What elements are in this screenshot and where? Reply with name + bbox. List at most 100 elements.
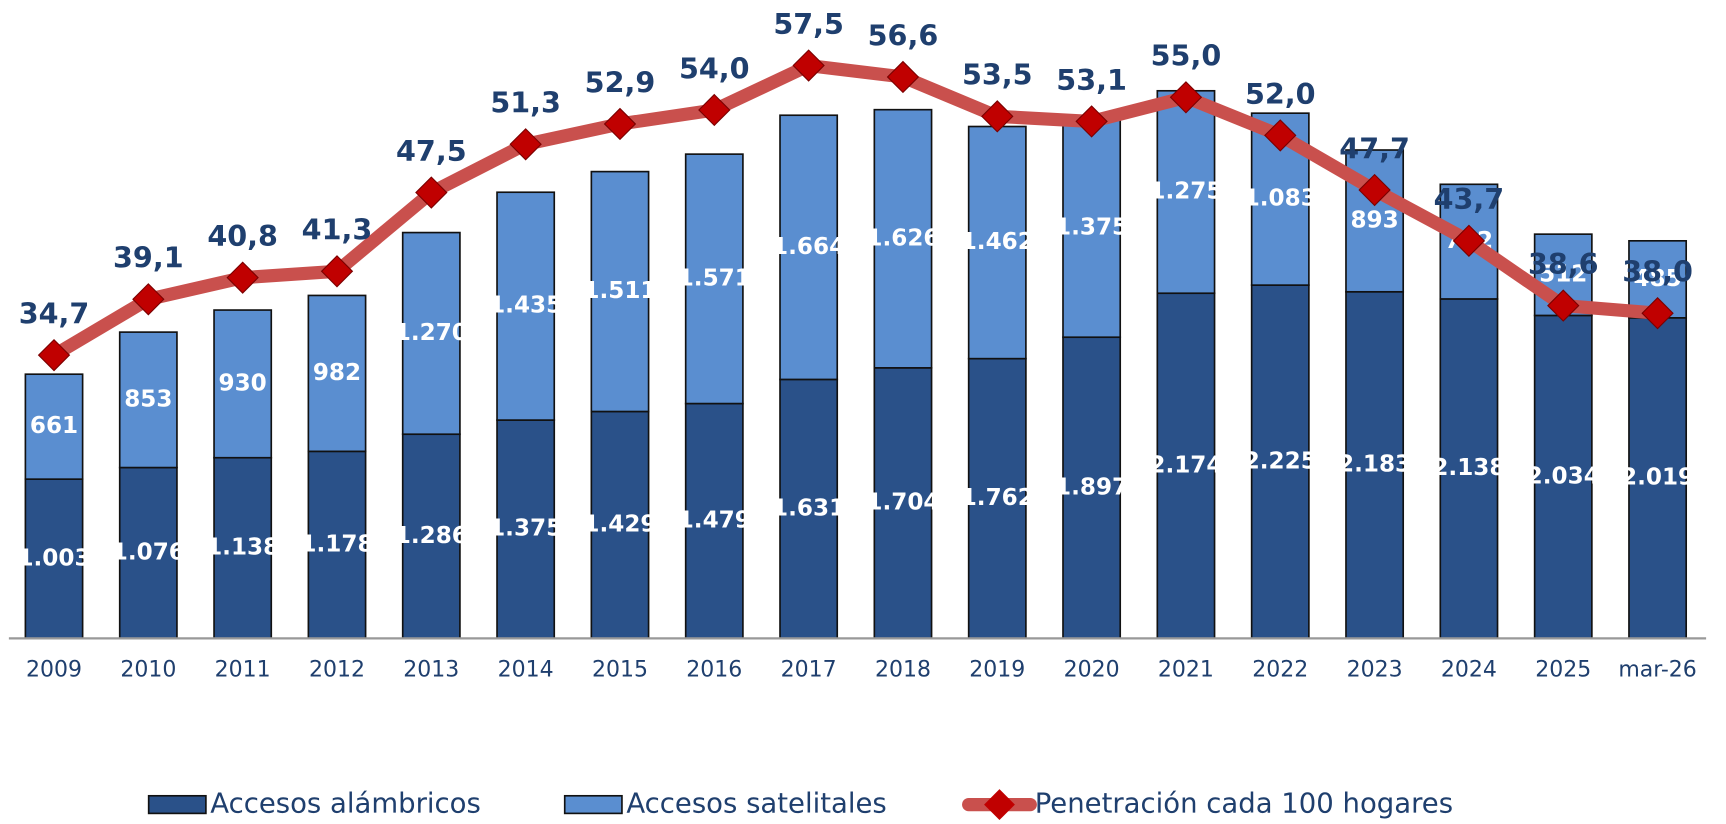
x-tick-label: 2011 (215, 657, 271, 682)
x-tick-label: 2021 (1158, 657, 1214, 682)
line-value-label: 52,9 (585, 65, 656, 99)
line (50, 58, 1659, 361)
bar (24, 478, 84, 640)
legend-item: Accesos satelitales (563, 788, 887, 820)
bar (684, 153, 744, 405)
x-tick-label: 2019 (969, 657, 1025, 682)
x-tick-label: 2017 (781, 657, 837, 682)
x-tick-label: 2010 (120, 657, 176, 682)
legend-swatch (563, 794, 623, 815)
x-tick-label: 2009 (26, 657, 82, 682)
x-tick-label: 2018 (875, 657, 931, 682)
bar-value-label: 1.375 (489, 516, 562, 542)
line-marker (1169, 81, 1203, 114)
line-value-label: 38,0 (1622, 255, 1693, 289)
bar-value-label: 2.019 (1621, 465, 1694, 491)
x-tick-label: 2025 (1535, 657, 1591, 682)
line-value-label: 47,5 (396, 134, 467, 168)
line-value-label: 47,7 (1339, 131, 1410, 165)
bar-value-label: 1.270 (395, 320, 468, 346)
x-tick-label: 2015 (592, 657, 648, 682)
bar-value-label: 485 (1633, 266, 1681, 292)
line-marker (792, 49, 825, 82)
x-tick-label: 2016 (686, 657, 742, 682)
bar-value-label: 1.571 (678, 265, 751, 291)
bar-value-label: 1.076 (112, 539, 185, 565)
line-value-label: 40,8 (207, 219, 278, 253)
line-value-label: 54,0 (679, 51, 750, 85)
bar (873, 108, 933, 369)
bar (213, 309, 273, 459)
bar (118, 331, 178, 469)
x-tick-label: 2023 (1347, 657, 1403, 682)
x-tick-label: 2014 (498, 657, 554, 682)
bar-value-label: 2.138 (1432, 455, 1505, 481)
x-tick-label: 2020 (1064, 657, 1120, 682)
bar-value-label: 2.183 (1338, 452, 1411, 478)
bar-value-label: 1.631 (772, 495, 845, 521)
x-tick-label: 2024 (1441, 657, 1497, 682)
bar (1156, 292, 1216, 640)
legend-swatch (147, 794, 207, 815)
legend-item: Penetración cada 100 hogares (962, 788, 1453, 820)
bar-value-label: 853 (124, 386, 172, 412)
line-value-label: 39,1 (113, 241, 184, 275)
line-marker (886, 60, 920, 94)
bar-value-label: 1.479 (678, 507, 751, 533)
line-value-label: 52,0 (1245, 77, 1316, 111)
x-tick-label: 2012 (309, 657, 365, 682)
x-tick-label: mar-26 (1618, 657, 1696, 682)
bar (401, 231, 461, 436)
bar-value-label: 982 (313, 360, 361, 386)
line-value-label: 53,1 (1056, 63, 1127, 97)
bar-value-label: 893 (1350, 207, 1398, 233)
line-marker (1547, 289, 1580, 322)
line-marker (509, 128, 542, 161)
legend-marker (984, 789, 1015, 820)
bar-value-label: 1.375 (1055, 215, 1128, 241)
bar-value-label: 1.178 (300, 531, 373, 557)
bar-value-label: 1.762 (961, 485, 1034, 511)
bar (1062, 336, 1122, 640)
bar-value-label: 1.083 (1244, 186, 1317, 212)
bar (590, 170, 650, 413)
bar-value-label: 2.174 (1149, 452, 1222, 478)
bar (1628, 317, 1688, 640)
bar-value-label: 1.626 (866, 225, 939, 251)
line-marker (1641, 297, 1674, 330)
line-marker (603, 107, 637, 141)
bar-value-label: 1.664 (772, 234, 845, 260)
bar (496, 419, 556, 640)
bar (1156, 89, 1216, 295)
legend-item: Accesos alámbricos (147, 788, 481, 820)
legend-label: Accesos satelitales (626, 788, 886, 820)
bar-value-label: 1.704 (866, 490, 939, 516)
bar-value-label: 1.286 (395, 523, 468, 549)
x-tick-label: 2013 (403, 657, 459, 682)
bar-value-label: 930 (219, 370, 267, 396)
bar-value-label: 1.435 (489, 293, 562, 319)
legend-label: Accesos alámbricos (210, 788, 481, 820)
bar (307, 294, 367, 453)
line-value-label: 55,0 (1151, 39, 1222, 73)
line-value-label: 53,5 (962, 58, 1033, 92)
line-value-label: 43,7 (1434, 182, 1505, 216)
line-value-label: 41,3 (302, 213, 373, 247)
line-value-label: 38,6 (1528, 247, 1599, 281)
bar (1250, 284, 1310, 640)
line-marker (226, 261, 259, 294)
bar-value-label: 1.429 (583, 511, 656, 537)
bar-value-label: 2.225 (1244, 448, 1317, 474)
bar (24, 373, 84, 480)
bar (967, 357, 1027, 640)
bar-value-label: 1.003 (17, 545, 90, 571)
line-marker (415, 176, 448, 209)
line-marker (320, 255, 354, 288)
bar-value-label: 1.511 (583, 278, 656, 304)
bar (873, 367, 933, 640)
line-marker (1452, 224, 1486, 258)
bar (779, 114, 839, 381)
line-marker (1358, 173, 1391, 207)
bar-value-label: 1.275 (1149, 179, 1222, 205)
